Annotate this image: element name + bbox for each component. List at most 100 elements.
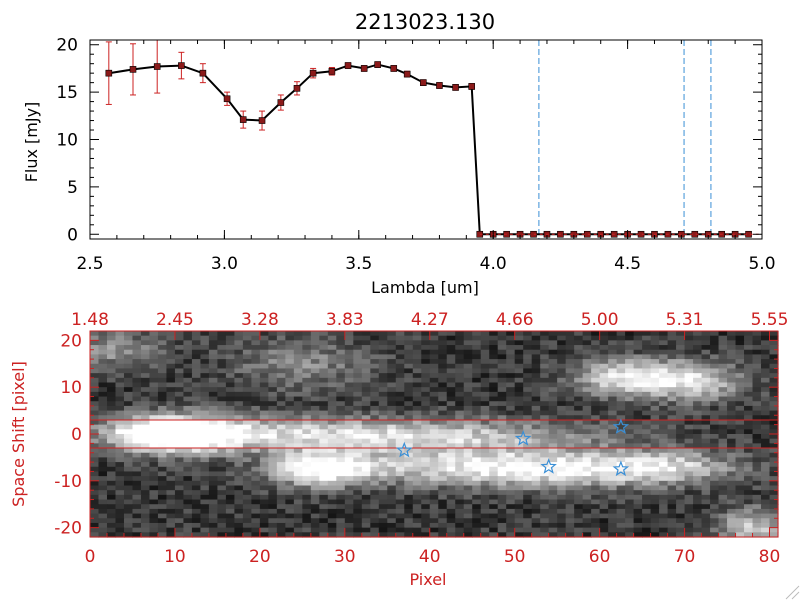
image-cell <box>701 396 711 402</box>
image-cell <box>557 429 567 435</box>
image-cell <box>319 382 329 388</box>
image-cell <box>123 490 134 496</box>
image-cell <box>123 368 134 374</box>
image-cell <box>463 522 473 529</box>
image-cell <box>718 490 728 496</box>
image-cell <box>395 415 405 421</box>
image-cell <box>123 485 134 491</box>
image-cell <box>174 401 185 407</box>
image-cell <box>310 410 320 416</box>
image-cell <box>302 443 312 449</box>
image-cell <box>123 335 134 341</box>
image-cell <box>353 331 363 337</box>
image-cell <box>166 401 176 407</box>
image-cell <box>217 443 227 449</box>
image-cell <box>157 490 168 496</box>
image-cell <box>225 513 235 519</box>
image-cell <box>480 396 490 402</box>
image-cell <box>684 504 694 510</box>
image-cell <box>710 438 720 444</box>
image-cell <box>642 396 652 402</box>
image-cell <box>319 480 329 487</box>
image-cell <box>701 415 711 421</box>
image-cell <box>412 532 422 538</box>
image-cell <box>659 424 669 430</box>
image-cell <box>480 452 490 459</box>
image-cell <box>149 448 159 454</box>
image-cell <box>710 354 720 360</box>
image-cell <box>361 457 371 463</box>
image-cell <box>140 419 151 426</box>
image-cell <box>183 434 193 440</box>
image-cell <box>336 457 346 463</box>
image-cell <box>191 349 202 356</box>
image-cell <box>387 490 397 496</box>
image-cell <box>744 448 754 454</box>
image-cell <box>599 462 609 468</box>
image-cell <box>395 434 405 440</box>
x-tick-label-7: 70 <box>674 547 696 567</box>
image-cell <box>395 331 405 337</box>
image-cell <box>370 532 380 538</box>
image-cell <box>744 340 754 346</box>
image-cell <box>548 504 558 510</box>
image-cell <box>514 340 524 346</box>
image-cell <box>540 490 550 496</box>
image-cell <box>183 349 193 356</box>
image-cell <box>344 424 354 430</box>
image-cell <box>310 349 320 356</box>
image-cell <box>293 396 303 402</box>
image-cell <box>531 424 541 430</box>
image-cell <box>463 513 473 519</box>
image-cell <box>353 434 363 440</box>
image-cell <box>251 471 261 477</box>
image-cell <box>472 434 482 440</box>
image-cell <box>574 424 584 430</box>
image-cell <box>497 331 507 337</box>
image-cell <box>625 476 635 482</box>
image-cell <box>489 373 499 379</box>
image-cell <box>650 522 660 529</box>
image-cell <box>710 513 720 519</box>
image-cell <box>752 373 762 379</box>
image-cell <box>438 415 448 421</box>
image-cell <box>319 532 329 538</box>
image-cell <box>642 522 652 529</box>
image-cell <box>676 532 686 538</box>
image-cell <box>344 345 354 351</box>
image-cell <box>412 354 422 360</box>
image-cell <box>421 476 431 482</box>
image-cell <box>106 452 117 459</box>
image-cell <box>599 527 609 533</box>
image-cell <box>166 363 176 370</box>
image-cell <box>174 387 185 393</box>
image-cell <box>200 377 210 384</box>
image-cell <box>370 499 380 505</box>
image-cell <box>514 494 524 501</box>
image-cell <box>234 443 244 449</box>
image-cell <box>259 429 269 435</box>
image-cell <box>149 345 159 351</box>
image-cell <box>191 457 202 463</box>
image-cell <box>548 438 558 444</box>
image-cell <box>574 480 584 487</box>
image-cell <box>769 480 779 487</box>
image-cell <box>319 434 329 440</box>
image-cell <box>344 331 354 337</box>
image-cell <box>684 401 694 407</box>
image-cell <box>693 490 703 496</box>
image-cell <box>378 415 388 421</box>
image-cell <box>174 373 185 379</box>
image-cell <box>191 476 202 482</box>
image-cell <box>183 532 193 538</box>
image-cell <box>769 401 779 407</box>
image-cell <box>557 368 567 374</box>
image-cell <box>752 457 762 463</box>
image-cell <box>650 387 660 393</box>
image-cell <box>608 382 618 388</box>
image-cell <box>659 335 669 341</box>
image-cell <box>285 405 295 412</box>
image-cell <box>591 434 601 440</box>
image-cell <box>659 401 669 407</box>
image-cell <box>174 490 185 496</box>
